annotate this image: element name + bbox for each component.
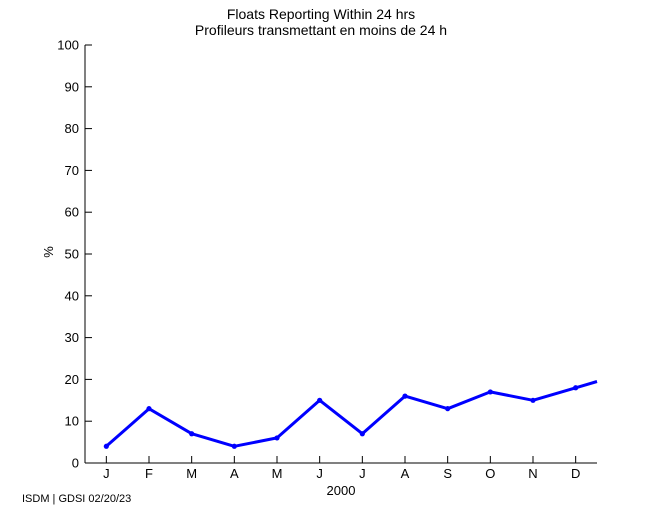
- x-tick-label: J: [359, 466, 366, 481]
- x-tick-label: M: [186, 466, 197, 481]
- data-point: [231, 443, 237, 449]
- data-point: [445, 406, 451, 412]
- y-tick-label: 60: [65, 205, 79, 220]
- chart-title: Floats Reporting Within 24 hrs: [226, 6, 416, 22]
- y-tick-label: 50: [65, 247, 79, 262]
- x-axis-year-label: 2000: [326, 483, 356, 498]
- footer-credit: ISDM | GDSI 02/20/23: [22, 493, 132, 505]
- data-point: [530, 397, 536, 403]
- chart-subtitle: Profileurs transmettant en moins de 24 h: [194, 22, 448, 38]
- x-tick-label: A: [401, 466, 410, 481]
- data-point: [103, 443, 109, 449]
- y-tick-label: 70: [65, 163, 79, 178]
- data-point: [573, 385, 579, 391]
- x-tick-label: N: [528, 466, 537, 481]
- x-tick-label: O: [485, 466, 495, 481]
- y-tick-label: 90: [65, 79, 79, 94]
- data-point: [359, 431, 365, 437]
- x-tick-label: A: [230, 466, 239, 481]
- y-tick-label: 20: [65, 372, 79, 387]
- data-point: [487, 389, 493, 395]
- data-point: [274, 435, 280, 441]
- x-tick-label: J: [103, 466, 110, 481]
- x-tick-label: S: [443, 466, 452, 481]
- x-tick-label: M: [272, 466, 283, 481]
- y-tick-label: 30: [65, 330, 79, 345]
- y-tick-label: 40: [65, 288, 79, 303]
- y-tick-label: 10: [65, 414, 79, 429]
- y-tick-label: 0: [72, 456, 79, 471]
- series-line: [105, 380, 598, 448]
- y-tick-label: 100: [57, 38, 79, 53]
- y-tick-label: 80: [65, 121, 79, 136]
- x-tick-label: J: [316, 466, 323, 481]
- x-tick-label: D: [571, 466, 580, 481]
- data-point: [317, 397, 323, 403]
- data-point: [146, 406, 152, 412]
- data-point: [189, 431, 195, 437]
- x-tick-label: F: [145, 466, 153, 481]
- data-point: [402, 393, 408, 399]
